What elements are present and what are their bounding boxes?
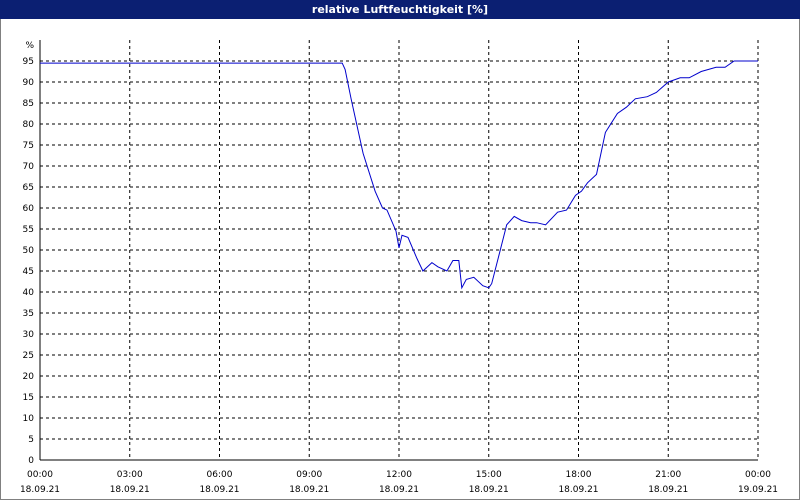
y-tick-label: 95	[23, 57, 34, 67]
y-tick-label: 90	[23, 78, 35, 88]
y-tick-label: 65	[23, 183, 34, 193]
x-tick-date-label: 18.09.21	[558, 485, 598, 495]
x-tick-date-label: 18.09.21	[20, 485, 60, 495]
grid-layer	[40, 40, 759, 460]
y-tick-label: 40	[23, 288, 35, 298]
y-tick-label: 15	[23, 393, 34, 403]
y-tick-label: 45	[23, 267, 34, 277]
y-tick-label: 60	[23, 204, 35, 214]
x-tick-time-label: 21:00	[655, 470, 681, 480]
y-tick-label: 75	[23, 141, 34, 151]
x-tick-time-label: 00:00	[745, 470, 771, 480]
x-tick-date-label: 18.09.21	[648, 485, 688, 495]
x-tick-date-label: 18.09.21	[289, 485, 329, 495]
y-tick-label: 10	[23, 414, 35, 424]
y-tick-label: 30	[23, 330, 35, 340]
y-tick-label: 85	[23, 99, 34, 109]
x-tick-date-label: 18.09.21	[469, 485, 509, 495]
x-tick-time-label: 09:00	[296, 470, 322, 480]
y-tick-label: 50	[23, 246, 35, 256]
y-tick-labels: 0 5 10 15 20 25 30 35 40 45 50 55 60 65 70 75 80 85 90 95	[23, 57, 35, 466]
y-tick-label: 0	[28, 456, 34, 466]
y-tick-label: 5	[28, 435, 34, 445]
humidity-series-line	[40, 60, 758, 290]
x-tick-time-label: 00:00	[27, 470, 53, 480]
chart-title-bar	[0, 0, 800, 19]
y-tick-label: 35	[23, 309, 34, 319]
x-tick-date-label: 18.09.21	[199, 485, 239, 495]
x-tick-date-label: 18.09.21	[379, 485, 419, 495]
x-tick-labels: 00:00 18.09.21 03:00 18.09.21 06:00 18.09.21 0…	[20, 470, 778, 495]
x-tick-date-label: 18.09.21	[110, 485, 150, 495]
x-tick-date-label: 19.09.21	[738, 485, 778, 495]
y-unit-label: %	[25, 41, 34, 51]
y-tick-label: 20	[23, 372, 35, 382]
y-tick-label: 70	[23, 162, 35, 172]
x-tick-time-label: 03:00	[117, 470, 143, 480]
chart-title: relative Luftfeuchtigkeit [%]	[311, 3, 489, 16]
x-tick-time-label: 18:00	[566, 470, 592, 480]
y-tick-label: 55	[23, 225, 34, 235]
y-tick-label: 25	[23, 351, 34, 361]
x-tick-time-label: 06:00	[207, 470, 233, 480]
x-tick-time-label: 12:00	[386, 470, 412, 480]
x-tick-time-label: 15:00	[476, 470, 502, 480]
y-tick-label: 80	[23, 120, 35, 130]
series-layer	[40, 60, 758, 290]
